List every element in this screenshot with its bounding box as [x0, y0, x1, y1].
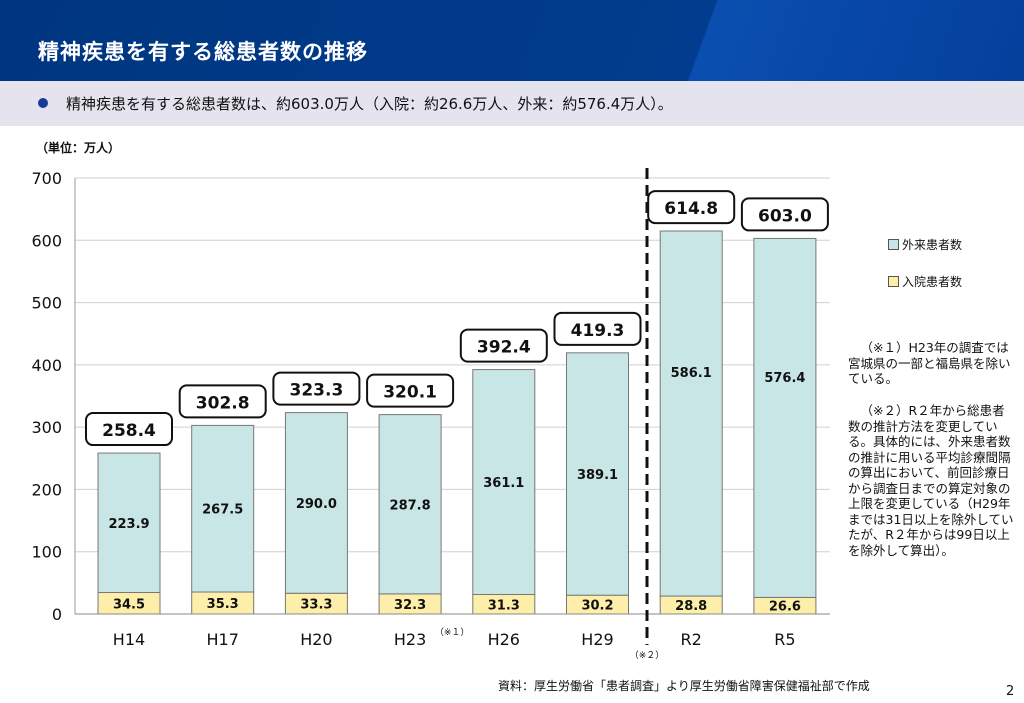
- total-label: 320.1: [383, 383, 437, 403]
- y-tick-label: 100: [31, 543, 62, 562]
- x-tick-label: H17: [207, 630, 239, 649]
- data-label: 26.6: [769, 600, 801, 615]
- legend-swatch-inpatient: [888, 276, 899, 287]
- x-tick-label: R5: [774, 630, 795, 649]
- bullet-icon: [38, 98, 48, 108]
- total-label: 302.8: [196, 393, 250, 413]
- data-label: 389.1: [577, 468, 618, 483]
- x-tick-label: H26: [488, 630, 520, 649]
- data-label: 361.1: [483, 476, 524, 491]
- data-label: 576.4: [764, 371, 805, 386]
- total-label: 419.3: [571, 321, 625, 341]
- data-label: 34.5: [113, 597, 145, 612]
- data-label: 586.1: [671, 366, 712, 381]
- bar-outpatient: [378, 414, 442, 595]
- bar-outpatient: [191, 424, 255, 593]
- x-tick-label: H29: [581, 630, 613, 649]
- bar-outpatient: [753, 237, 817, 598]
- data-label: 267.5: [202, 503, 243, 518]
- divider-note: （※２）: [630, 650, 665, 661]
- source-text: 資料：厚生労働省「患者調査」より厚生労働省障害保健福祉部で作成: [498, 679, 870, 693]
- summary-bar: 精神疾患を有する総患者数は、約603.0万人（入院：約26.6万人、外来：約57…: [0, 81, 1024, 126]
- data-label: 31.3: [488, 598, 520, 613]
- data-label: 287.8: [390, 498, 431, 513]
- bar-outpatient: [97, 452, 161, 594]
- x-tick-label: H14: [113, 630, 145, 649]
- summary-text: 精神疾患を有する総患者数は、約603.0万人（入院：約26.6万人、外来：約57…: [66, 95, 673, 113]
- total-label-box: [272, 371, 361, 406]
- y-tick-label: 500: [31, 294, 62, 313]
- total-label-box: [740, 197, 829, 232]
- data-label: 30.2: [581, 599, 613, 614]
- total-label-box: [178, 384, 267, 419]
- total-label: 323.3: [290, 381, 344, 401]
- total-label: 258.4: [102, 421, 156, 441]
- total-label-box: [85, 412, 173, 447]
- legend-inpatient: 入院患者数: [888, 273, 962, 290]
- y-tick-label: 300: [31, 418, 62, 437]
- data-label: 290.0: [296, 497, 337, 512]
- data-label: 32.3: [394, 598, 426, 613]
- x-tick-label: H23: [394, 630, 426, 649]
- data-label: 33.3: [300, 598, 332, 613]
- page-number: 2: [1006, 684, 1015, 699]
- total-label: 392.4: [477, 338, 531, 358]
- data-label: 223.9: [108, 517, 149, 532]
- x-tick-label: R2: [681, 630, 702, 649]
- bar-outpatient: [284, 412, 348, 594]
- note-2: （※２）R２年から総患者数の推計方法を変更している。具体的には、外来患者数の推計…: [848, 403, 1014, 558]
- header-banner: 精神疾患を有する総患者数の推移: [0, 0, 1024, 81]
- y-tick-label: 600: [31, 231, 62, 250]
- y-tick-label: 200: [31, 480, 62, 499]
- unit-label: （単位：万人）: [36, 141, 121, 155]
- total-label-box: [459, 328, 548, 363]
- legend-outpatient: 外来患者数: [888, 236, 962, 253]
- data-label: 35.3: [207, 597, 239, 612]
- legend-label: 外来患者数: [902, 238, 963, 252]
- x-tick-note: （※１）: [435, 627, 470, 638]
- total-label-box: [553, 311, 642, 346]
- y-tick-label: 400: [31, 356, 62, 375]
- legend-swatch-outpatient: [888, 239, 899, 250]
- total-label-box: [366, 373, 455, 408]
- x-tick-label: H20: [300, 630, 332, 649]
- page-title: 精神疾患を有する総患者数の推移: [38, 40, 368, 64]
- total-label: 614.8: [664, 199, 718, 219]
- y-tick-label: 700: [31, 169, 62, 188]
- bar-outpatient: [566, 352, 629, 596]
- y-tick-label: 0: [52, 605, 62, 624]
- total-label: 603.0: [758, 206, 812, 226]
- note-1: （※１）H23年の調査では宮城県の一部と福島県を除いている。: [848, 340, 1011, 386]
- bar-outpatient: [472, 369, 536, 596]
- data-label: 28.8: [675, 599, 707, 614]
- bar-outpatient: [659, 230, 723, 597]
- legend-label: 入院患者数: [902, 275, 963, 289]
